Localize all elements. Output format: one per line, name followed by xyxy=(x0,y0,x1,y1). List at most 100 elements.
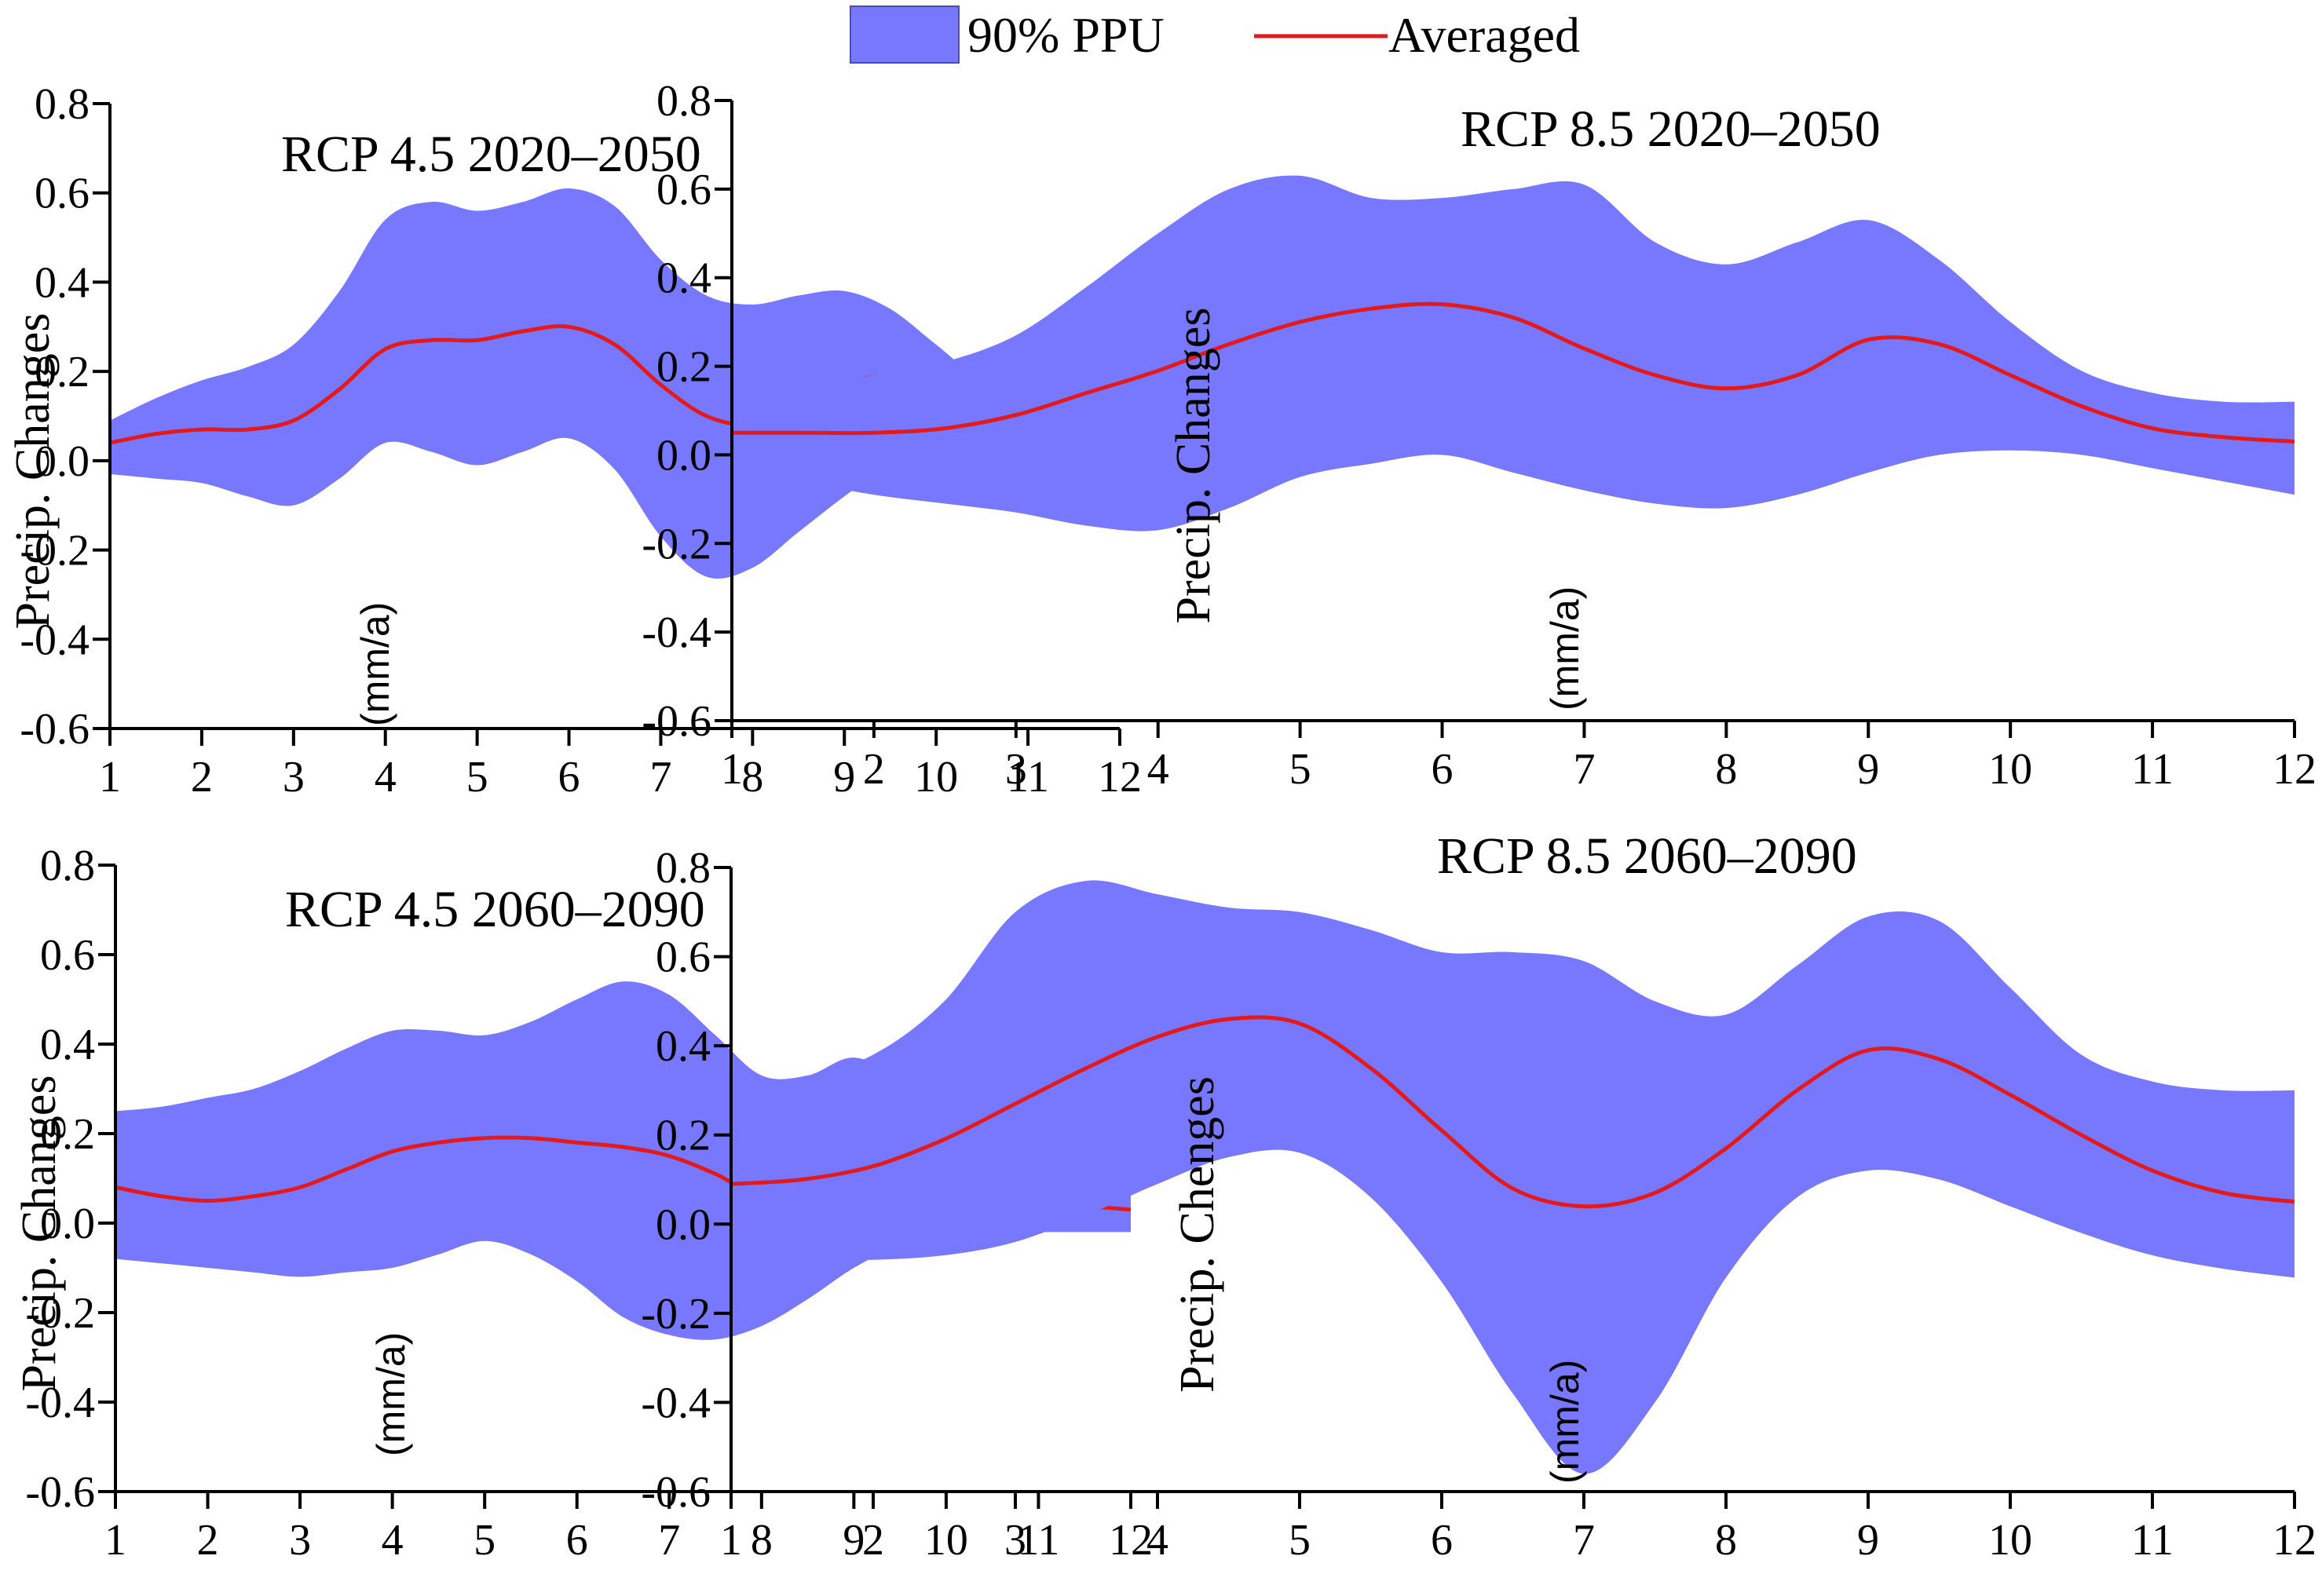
x-tick-label: 1 xyxy=(104,1516,126,1565)
y-axis-unit: (mm/a) xyxy=(1543,1360,1587,1484)
x-tick-label: 6 xyxy=(558,753,580,802)
y-tick-label: -0.2 xyxy=(25,1289,95,1338)
y-tick-label: 0.4 xyxy=(656,1022,711,1071)
averaged-line-2 xyxy=(732,301,2295,444)
x-tick-label: 8 xyxy=(1715,1516,1737,1565)
x-tick-label: 12 xyxy=(2273,745,2317,794)
x-tick-label: 12 xyxy=(1098,753,1142,802)
x-tick-label: 3 xyxy=(1005,745,1027,794)
y-tick-label: 0.0 xyxy=(656,1200,711,1249)
x-tick-label: 6 xyxy=(1432,745,1454,794)
x-tick-label: 7 xyxy=(1573,1516,1595,1565)
y-tick-label: -0.6 xyxy=(20,705,90,754)
averaged-line-4 xyxy=(730,1015,2295,1209)
legend: 90% PPU Averaged xyxy=(850,5,1580,64)
y-axis-unit: (mm/a) xyxy=(369,1332,413,1456)
x-tick-label: 2 xyxy=(863,745,885,794)
y-tick-label: 0.0 xyxy=(40,1200,95,1248)
chart-panel-2: 0.80.60.40.20.0-0.2-0.4-0.61 2 3 4 5 6 7 8 9 10 11… xyxy=(642,77,2317,794)
x-tick-label: 12 xyxy=(1109,1516,1153,1565)
y-tick-label: -0.6 xyxy=(642,697,711,746)
x-tick-label: 7 xyxy=(658,1516,680,1565)
x-tick-label: 10 xyxy=(1988,745,2032,794)
y-axis-label: Precip. Changes xyxy=(1167,308,1220,624)
x-tick-label: 1 xyxy=(99,753,121,802)
x-tick-label: 5 xyxy=(474,1516,495,1565)
panel-title: RCP 4.5 2020–2050 xyxy=(281,126,701,183)
y-tick-label: 0.2 xyxy=(656,343,711,392)
chart-panel-1: 0.80.60.40.20.0-0.2-0.4-0.61 2 3 4 5 6 7 8 9 10 11… xyxy=(6,80,1142,802)
x-tick-label: 10 xyxy=(1988,1516,2032,1565)
x-tick-label: 9 xyxy=(833,753,855,802)
x-tick-label: 7 xyxy=(1573,745,1595,794)
x-tick-label: 11 xyxy=(2131,1516,2174,1565)
x-tick-label: 1 xyxy=(720,1516,742,1565)
y-tick-label: -0.4 xyxy=(25,1379,95,1427)
x-tick-label: 6 xyxy=(566,1516,588,1565)
x-tick-label: 4 xyxy=(1146,1516,1168,1565)
legend-band-swatch xyxy=(850,5,960,64)
x-tick-label: 5 xyxy=(466,753,488,802)
chart-panel-4: 0.80.60.40.20.0-0.2-0.4-0.61 2 3 4 5 6 7 8 9 10 11… xyxy=(641,827,2317,1565)
x-tick-label: 4 xyxy=(382,1516,404,1565)
y-axis-label: Precip. Chenges xyxy=(1171,1076,1224,1393)
y-tick-label: -0.6 xyxy=(25,1468,95,1517)
y-axis-label: Precip. Changes xyxy=(6,313,60,630)
x-tick-label: 12 xyxy=(2273,1516,2317,1565)
legend-band-label: 90% PPU xyxy=(967,7,1165,63)
x-tick-label: 10 xyxy=(914,753,958,802)
y-tick-label: -0.2 xyxy=(641,1290,711,1339)
y-tick-label: 0.6 xyxy=(656,933,711,982)
x-tick-label: 4 xyxy=(375,753,397,802)
ppu-band-1 xyxy=(110,188,1120,579)
y-tick-label: 0.6 xyxy=(656,166,711,214)
legend-line-label: Averaged xyxy=(1388,7,1580,63)
y-tick-label: 0.2 xyxy=(35,348,90,396)
x-tick-label: 2 xyxy=(191,753,213,802)
y-tick-label: 0.8 xyxy=(35,80,90,129)
x-tick-label: 3 xyxy=(1004,1516,1026,1565)
panel-title: RCP 4.5 2060–2090 xyxy=(285,881,705,938)
y-tick-label: 0.6 xyxy=(35,170,90,218)
x-tick-label: 11 xyxy=(2131,745,2174,794)
panels: 0.80.60.40.20.0-0.2-0.4-0.61 2 3 4 5 6 7 8 9 10 11… xyxy=(6,77,2317,1565)
x-tick-label: 11 xyxy=(1007,753,1049,802)
x-tick-label: 4 xyxy=(1147,745,1169,794)
x-tick-label: 9 xyxy=(843,1516,865,1565)
y-tick-label: 0.4 xyxy=(35,258,90,307)
x-tick-label: 8 xyxy=(741,753,763,802)
y-axis-unit: (mm/a) xyxy=(1543,586,1587,710)
y-tick-label: 0.2 xyxy=(40,1110,95,1159)
y-tick-label: -0.4 xyxy=(20,615,90,664)
panel-title: RCP 8.5 2020–2050 xyxy=(1461,100,1881,158)
ppu-band-4 xyxy=(731,880,2295,1474)
y-tick-label: 0.8 xyxy=(656,844,711,893)
x-tick-label: 2 xyxy=(197,1516,219,1565)
x-tick-label: 9 xyxy=(1857,1516,1879,1565)
x-tick-label: 9 xyxy=(1857,745,1879,794)
x-tick-label: 5 xyxy=(1289,745,1311,794)
y-tick-label: 0.8 xyxy=(656,77,711,126)
y-axis-label: Precip. Changes xyxy=(13,1076,66,1392)
y-tick-label: 0.0 xyxy=(35,437,90,486)
y-tick-label: -0.6 xyxy=(641,1468,711,1517)
y-tick-label: -0.2 xyxy=(642,520,711,568)
panel-title: RCP 8.5 2060–2090 xyxy=(1437,827,1857,885)
y-axis-unit: (mm/a) xyxy=(353,602,397,726)
y-tick-label: 0.4 xyxy=(656,254,711,303)
x-tick-label: 7 xyxy=(649,753,671,802)
x-tick-label: 8 xyxy=(751,1516,773,1565)
x-tick-label: 8 xyxy=(1715,745,1737,794)
x-tick-label: 3 xyxy=(283,753,305,802)
ppu-band-2 xyxy=(732,175,2295,531)
x-tick-label: 5 xyxy=(1289,1516,1311,1565)
x-tick-label: 6 xyxy=(1431,1516,1453,1565)
y-tick-label: 0.6 xyxy=(40,931,95,980)
y-tick-label: -0.2 xyxy=(20,527,90,575)
y-tick-label: 0.0 xyxy=(656,431,711,480)
y-tick-label: -0.4 xyxy=(642,608,711,657)
x-tick-label: 2 xyxy=(862,1516,884,1565)
x-tick-label: 11 xyxy=(1017,1516,1059,1565)
x-tick-label: 1 xyxy=(721,745,743,794)
